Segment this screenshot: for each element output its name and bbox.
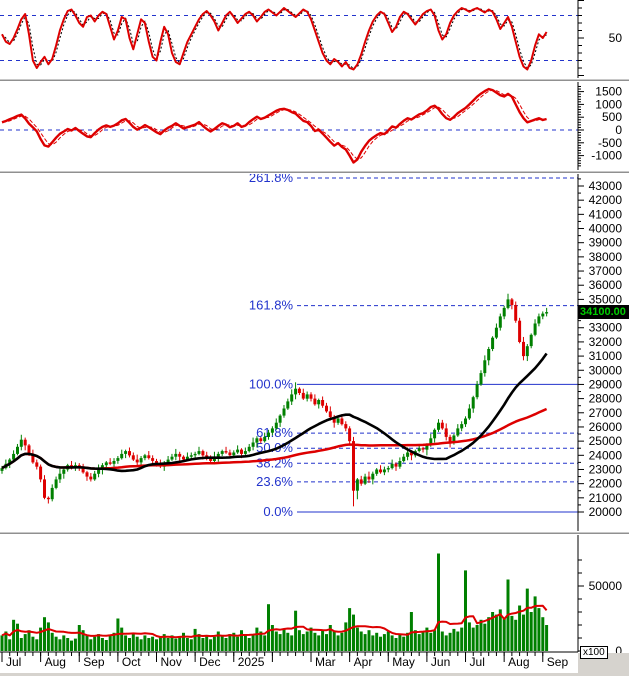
price-tick-label: 27000 [589, 406, 623, 420]
month-label: Jun [431, 655, 450, 669]
momentum-tick-label: 500 [602, 110, 622, 124]
price-tick-label: 36000 [589, 278, 623, 292]
momentum-tick-label: 1500 [595, 85, 622, 99]
volume-panel[interactable] [0, 553, 549, 652]
price-tick-label: 28000 [589, 392, 623, 406]
ma-fast-line [1, 352, 548, 473]
price-tick-label: 33000 [589, 321, 623, 335]
month-label: May [392, 655, 415, 669]
panel-splitter[interactable] [0, 170, 629, 174]
price-tick-label: 39000 [589, 236, 623, 250]
month-label: 2025 [238, 655, 265, 669]
momentum-tick-label: -500 [598, 136, 622, 150]
month-label: Dec [199, 655, 220, 669]
price-tick-label: 40000 [589, 222, 623, 236]
price-tick-label: 30000 [589, 363, 623, 377]
price-tick-label: 24000 [589, 448, 623, 462]
fib-label: 100.0% [249, 376, 294, 391]
price-tick-label: 37000 [589, 264, 623, 278]
volume-tick-label: 50000 [589, 579, 623, 593]
price-tick-label: 21000 [589, 491, 623, 505]
momentum-panel[interactable] [0, 87, 578, 164]
oscillator-axis-label: 50 [609, 31, 623, 45]
month-label: Oct [122, 655, 141, 669]
momentum-tick-label: 1000 [595, 97, 622, 111]
fib-label: 61.8% [256, 425, 293, 440]
price-tick-label: 41000 [589, 207, 623, 221]
month-label: Nov [161, 655, 182, 669]
month-label: Jul [6, 655, 21, 669]
price-tick-label: 35000 [589, 292, 623, 306]
price-tick-label: 20000 [589, 505, 623, 519]
price-tick-label: 32000 [589, 335, 623, 349]
month-label: Apr [354, 655, 373, 669]
price-tick-label: 31000 [589, 349, 623, 363]
fib-label: 0.0% [263, 504, 293, 519]
month-label: Sep [547, 655, 569, 669]
fibonacci-levels: 261.8%161.8%100.0%61.8%50.0%38.2%23.6%0.… [249, 170, 578, 519]
momentum-tick-label: -1000 [591, 149, 622, 163]
volume-tick-label: 0 [615, 644, 622, 658]
last-price-tag: 34100.00 [578, 305, 629, 319]
price-tick-label: 29000 [589, 377, 623, 391]
price-axis[interactable]: 2000021000220002300024000250002600027000… [578, 178, 623, 519]
month-label: Aug [508, 655, 529, 669]
month-label: Mar [315, 655, 336, 669]
month-label: Jul [470, 655, 485, 669]
price-tick-label: 43000 [589, 179, 623, 193]
price-tick-label: 26000 [589, 420, 623, 434]
fib-label: 161.8% [249, 298, 294, 313]
price-tick-label: 23000 [589, 462, 623, 476]
oscillator-axis[interactable]: 50 [578, 0, 623, 76]
oscillator-panel[interactable] [0, 7, 578, 71]
price-tick-label: 22000 [589, 477, 623, 491]
month-label: Aug [45, 655, 66, 669]
volume-axis[interactable]: 50000 0 [578, 559, 623, 658]
x-axis[interactable]: Jul Aug Sep Oct Nov Dec 2025 Mar Apr May Jun Jul Aug… [0, 651, 578, 669]
fib-label: 23.6% [256, 474, 293, 489]
volume-multiplier-badge: x100 [580, 646, 608, 659]
price-tick-label: 42000 [589, 193, 623, 207]
panel-splitter[interactable] [0, 531, 629, 535]
momentum-tick-label: 0 [615, 123, 622, 137]
price-tick-label: 25000 [589, 434, 623, 448]
price-tick-label: 38000 [589, 250, 623, 264]
panel-splitter[interactable] [0, 78, 629, 82]
month-label: Sep [83, 655, 105, 669]
